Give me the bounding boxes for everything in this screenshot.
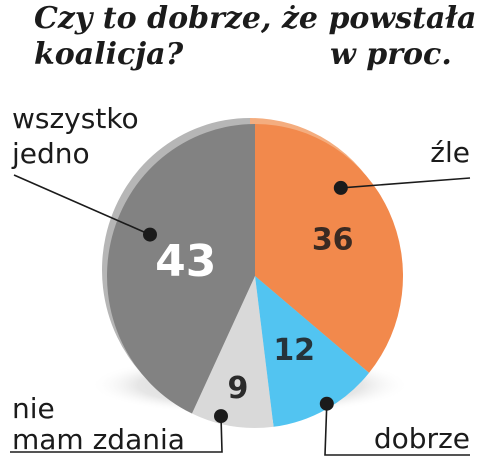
category-label-nie-mam-zdania-line-1: nie xyxy=(12,392,55,425)
leader-line-dobrze xyxy=(324,403,470,456)
leader-dot-nie-mam-zdania xyxy=(214,409,228,424)
leader-dot-dobrze xyxy=(319,396,334,411)
leader-line-nie-mam-zdania xyxy=(10,416,223,453)
category-label-dobrze-line-1: dobrze xyxy=(374,422,470,455)
leader-layer xyxy=(10,174,471,456)
leader-line-zle xyxy=(340,177,471,189)
category-label-wszystko-jedno-line-1: wszystko xyxy=(12,102,139,135)
chart-title-line-1: Czy to dobrze, że powstała xyxy=(34,1,477,36)
pie-slice-wszystko-jedno xyxy=(107,124,255,414)
leader-dot-zle xyxy=(333,180,348,195)
pie-slice-dobrze xyxy=(255,276,370,427)
chart-unit: w proc. xyxy=(330,37,452,72)
value-label-dobrze: 12 xyxy=(273,333,315,368)
leader-line-wszystko-jedno xyxy=(13,174,151,236)
category-label-wszystko-jedno-line-2: jedno xyxy=(11,137,90,170)
pie-slice-layer xyxy=(107,124,404,428)
value-label-zle: 36 xyxy=(312,222,354,257)
category-label-zle-line-1: źle xyxy=(430,136,470,169)
value-label-nie-mam-zdania: 9 xyxy=(227,371,248,406)
leader-dot-wszystko-jedno xyxy=(143,227,157,242)
category-label-nie-mam-zdania-line-2: mam zdania xyxy=(12,423,185,456)
value-label-wszystko-jedno: 43 xyxy=(155,236,216,287)
value-label-layer: 36 12 9 43 xyxy=(155,222,353,406)
chart-title-line-2: koalicja? xyxy=(34,37,184,72)
pie-slice-nie-mam-zdania xyxy=(191,276,274,428)
